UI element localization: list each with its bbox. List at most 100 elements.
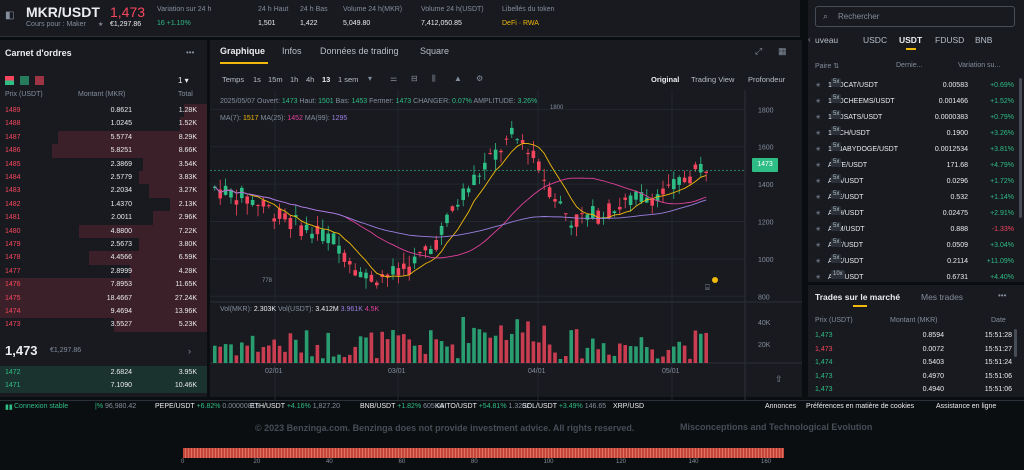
interval-2[interactable]: 15m xyxy=(268,75,283,84)
ask-row[interactable]: 1483 2.2034 3.27K xyxy=(0,184,207,198)
candle-body[interactable] xyxy=(666,184,671,186)
candle-body[interactable] xyxy=(423,246,428,251)
ask-row[interactable]: 1481 2.0011 2.96K xyxy=(0,211,207,225)
market-row[interactable]: ★ ACA/USDT 5x 0.0296 +1.72% xyxy=(808,174,1024,190)
ticker-item[interactable]: XRP/USD xyxy=(613,403,644,410)
gear-icon[interactable]: ⚙ xyxy=(476,74,484,83)
candle-body[interactable] xyxy=(655,194,660,202)
candle-body[interactable] xyxy=(585,214,590,220)
favorite-star-icon[interactable]: ★ xyxy=(815,114,822,121)
candle-body[interactable] xyxy=(672,179,676,190)
alert-dot-icon[interactable] xyxy=(712,277,718,283)
candle-body[interactable] xyxy=(348,261,352,265)
candle-body[interactable] xyxy=(591,206,595,219)
candle-body[interactable] xyxy=(693,164,698,170)
candle-body[interactable] xyxy=(294,215,298,217)
interval-1[interactable]: 1s xyxy=(253,75,261,84)
candle-body[interactable] xyxy=(569,225,573,228)
candle-body[interactable] xyxy=(526,152,530,155)
favorite-star-icon[interactable]: ★ xyxy=(815,210,822,217)
favorite-star-icon[interactable]: ★ xyxy=(815,226,822,233)
candle-body[interactable] xyxy=(358,271,363,278)
interval-3[interactable]: 1h xyxy=(290,75,299,84)
bid-row[interactable]: 1471 7.1090 10.46K xyxy=(0,379,207,393)
candle-body[interactable] xyxy=(450,206,455,211)
candle-body[interactable] xyxy=(213,186,217,189)
favorite-star-icon[interactable]: ★ xyxy=(815,82,822,89)
tabs-left-icon[interactable]: ‹ xyxy=(808,35,811,44)
interval-4[interactable]: 4h xyxy=(306,75,315,84)
view-2[interactable]: Profondeur xyxy=(748,75,786,84)
favorite-star-icon[interactable]: ★ xyxy=(815,178,822,185)
candle-body[interactable] xyxy=(477,175,482,177)
shape-icon[interactable]: ▲ xyxy=(454,74,462,83)
bid-row[interactable]: 1472 2.6824 3.95K xyxy=(0,366,207,380)
sidebar-toggle-icon[interactable]: ◧ xyxy=(5,10,15,21)
candle-body[interactable] xyxy=(682,177,687,183)
candle-body[interactable] xyxy=(364,272,368,279)
market-row[interactable]: ★ AAVE/USDT 5x 171.68 +4.79% xyxy=(808,158,1024,174)
candle-body[interactable] xyxy=(499,150,503,153)
ob-expand-icon[interactable]: › xyxy=(188,346,191,356)
candle-body[interactable] xyxy=(493,149,498,160)
interval-0[interactable]: Temps xyxy=(222,75,245,84)
candle-body[interactable] xyxy=(504,138,509,140)
candle-body[interactable] xyxy=(564,213,568,215)
ask-row[interactable]: 1488 1.0245 1.52K xyxy=(0,117,207,131)
candle-body[interactable] xyxy=(483,162,487,170)
market-row[interactable]: ★ 1000CHEEMS/USDT 5x 0.001466 +1.52% xyxy=(808,94,1024,110)
ask-row[interactable]: 1487 5.5774 8.29K xyxy=(0,130,207,145)
ask-row[interactable]: 1479 2.5673 3.80K xyxy=(0,238,207,252)
interval-5[interactable]: 13 xyxy=(322,75,331,84)
candle-body[interactable] xyxy=(310,233,314,239)
candle-body[interactable] xyxy=(628,195,633,205)
tab-3[interactable]: Square xyxy=(420,46,450,56)
tab-my-trades[interactable]: Mes trades xyxy=(921,292,964,302)
candle-body[interactable] xyxy=(283,213,287,220)
ticker-item[interactable]: KAITO/USDT +54.81% 1.3202 xyxy=(435,403,530,410)
candle-body[interactable] xyxy=(623,197,627,200)
candle-body[interactable] xyxy=(337,245,341,254)
market-col-last[interactable]: Dernie... xyxy=(896,62,923,69)
candle-body[interactable] xyxy=(650,198,654,206)
ask-row[interactable]: 1475 18.4667 27.24K xyxy=(0,291,207,305)
candle-body[interactable] xyxy=(537,161,541,171)
grid-icon[interactable]: ▦ xyxy=(778,46,787,56)
price-chart[interactable]: 1800 1600 1400 1200 1000 800 02/01 03/01 04/01 05… xyxy=(210,90,802,420)
candle-body[interactable] xyxy=(402,263,406,269)
market-row[interactable]: ★ 1000SATS/USDT 5x 0.0000383 +0.79% xyxy=(808,110,1024,126)
candle-body[interactable] xyxy=(558,201,563,204)
candle-body[interactable] xyxy=(574,214,579,227)
candle-body[interactable] xyxy=(229,189,233,198)
candle-body[interactable] xyxy=(234,200,239,205)
view-0[interactable]: Original xyxy=(651,75,680,84)
tab-2[interactable]: Données de trading xyxy=(320,46,399,56)
search-input[interactable]: Rechercher xyxy=(838,12,880,21)
connection-status[interactable]: Connexion stable xyxy=(14,403,69,410)
market-row[interactable]: ★ ACM/USDT 5x 0.888 -1.33% xyxy=(808,222,1024,238)
favorite-star-icon[interactable]: ★ xyxy=(815,274,822,281)
ask-row[interactable]: 1474 9.4694 13.96K xyxy=(0,305,207,319)
market-row[interactable]: ★ 1MBABYDOGE/USDT 5x 0.0012534 +3.81% xyxy=(808,142,1024,158)
candle-body[interactable] xyxy=(250,199,255,205)
ticker-item[interactable]: PEPE/USDT +6.82% 0.00000815 xyxy=(155,403,259,410)
market-row[interactable]: ★ ACH/USDT 5x 0.02475 +2.91% xyxy=(808,206,1024,222)
market-tab-4[interactable]: BNB xyxy=(975,35,993,45)
candle-body[interactable] xyxy=(375,282,379,286)
candle-body[interactable] xyxy=(385,274,390,277)
market-tab-3[interactable]: FDUSD xyxy=(935,35,965,45)
ask-row[interactable]: 1478 4.4566 6.59K xyxy=(0,251,207,265)
candle-body[interactable] xyxy=(510,127,514,135)
ask-row[interactable]: 1476 7.8953 11.65K xyxy=(0,278,207,292)
trades-scrollbar[interactable] xyxy=(1014,329,1017,357)
tab-1[interactable]: Infos xyxy=(282,46,302,56)
candle-body[interactable] xyxy=(412,256,417,264)
ask-row[interactable]: 1480 4.8800 7.22K xyxy=(0,224,207,238)
view-asks-icon[interactable] xyxy=(35,76,44,85)
favorite-star-icon[interactable]: ★ xyxy=(98,22,104,28)
camera-icon[interactable]: ⌸ xyxy=(705,283,710,292)
timeline-ruler[interactable] xyxy=(183,448,784,458)
market-row[interactable]: ★ ADA/USDT 10x 0.6731 +4.40% xyxy=(808,270,1024,286)
status-link-0[interactable]: Annonces xyxy=(765,403,797,410)
precision-select[interactable]: 1 ▾ xyxy=(178,76,189,85)
